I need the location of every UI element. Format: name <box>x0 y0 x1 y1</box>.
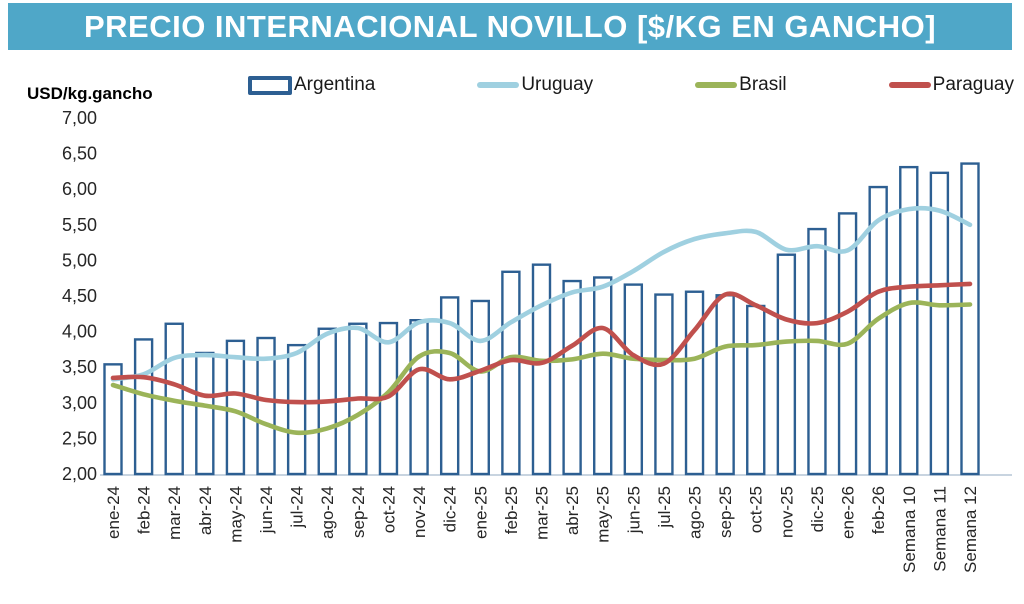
y-tick-label: 5,50 <box>62 215 97 235</box>
x-tick-label: ene-24 <box>104 486 123 539</box>
x-tick-label: abr-25 <box>563 486 582 535</box>
legend-label-argentina: Argentina <box>294 74 376 95</box>
chart-title: PRECIO INTERNACIONAL NOVILLO [$/KG EN GA… <box>83 8 937 44</box>
x-tick-label: ago-24 <box>318 486 337 539</box>
x-tick-label: mar-24 <box>165 486 184 540</box>
bar-abr-24 <box>195 351 215 476</box>
legend-item-brasil: Brasil <box>695 74 787 96</box>
bar-Semana 11 <box>929 171 950 476</box>
x-tick-label: sep-24 <box>349 486 368 538</box>
bar-feb-26 <box>868 185 888 476</box>
x-tick-label: jul-25 <box>655 486 674 529</box>
legend-label-paraguay: Paraguay <box>932 74 1014 95</box>
x-tick-label: nov-25 <box>777 486 796 538</box>
x-tick-label: nov-24 <box>410 486 429 538</box>
x-tick-label: ago-25 <box>686 486 705 539</box>
bar-feb-24 <box>133 338 154 476</box>
y-tick-label: 4,00 <box>62 322 97 342</box>
y-tick-label: 2,00 <box>62 464 97 484</box>
y-axis-unit-label: USD/kg.gancho <box>27 84 153 103</box>
bar-jun-25 <box>623 283 644 476</box>
bar-jul-24 <box>286 343 307 476</box>
bar-Semana 12 <box>960 162 980 476</box>
x-tick-label: ene-26 <box>839 486 858 539</box>
bar-feb-25 <box>501 270 521 476</box>
y-tick-label: 4,50 <box>62 286 97 306</box>
bar-nov-24 <box>409 319 429 476</box>
x-tick-label: feb-26 <box>869 486 888 534</box>
x-tick-label: jun-25 <box>624 486 643 534</box>
y-tick-label: 3,00 <box>62 393 97 413</box>
chart-title-bar: PRECIO INTERNACIONAL NOVILLO [$/KG EN GA… <box>8 3 1012 50</box>
x-tick-label: mar-25 <box>532 486 551 540</box>
bar-may-25 <box>593 276 613 476</box>
x-tick-label: dic-25 <box>808 486 827 532</box>
bar-ene-24 <box>103 363 123 476</box>
legend-label-brasil: Brasil <box>739 74 787 95</box>
y-tick-label: 2,50 <box>62 428 97 448</box>
brasil-line-swatch-icon <box>695 82 738 88</box>
argentina-bar-swatch-icon <box>248 75 292 95</box>
y-tick-label: 7,00 <box>62 108 97 128</box>
x-tick-label: oct-24 <box>379 486 398 533</box>
bar-jun-24 <box>256 336 276 476</box>
uruguay-line-swatch-icon <box>477 82 520 88</box>
bar-sep-25 <box>715 294 735 476</box>
x-tick-label: feb-25 <box>502 486 521 534</box>
bar-may-24 <box>225 339 246 476</box>
x-tick-label: Semana 10 <box>900 486 919 573</box>
x-tick-label: sep-25 <box>716 486 735 538</box>
paraguay-line <box>110 281 973 405</box>
x-tick-label: Semana 11 <box>930 486 949 572</box>
legend-item-uruguay: Uruguay <box>477 74 593 96</box>
paraguay-line-swatch-icon <box>888 82 931 88</box>
x-tick-label: dic-24 <box>441 486 460 532</box>
bar-Semana 10 <box>899 165 919 476</box>
bar-mar-25 <box>531 263 552 476</box>
x-tick-label: abr-24 <box>196 486 215 535</box>
x-tick-label: ene-25 <box>471 486 490 539</box>
bar-jul-25 <box>654 293 674 476</box>
argentina-bars <box>103 162 980 476</box>
x-tick-label: may-24 <box>226 486 245 543</box>
y-tick-label: 6,00 <box>62 179 97 199</box>
y-tick-label: 5,00 <box>62 250 97 270</box>
bar-oct-25 <box>746 304 766 476</box>
y-tick-label: 3,50 <box>62 357 97 377</box>
legend-item-argentina: Argentina <box>248 74 375 96</box>
bar-dic-25 <box>807 227 827 476</box>
bar-abr-25 <box>562 279 582 476</box>
chart-legend: Argentina Uruguay Brasil Paraguay <box>248 72 1014 98</box>
x-tick-label: jun-24 <box>257 486 276 534</box>
y-tick-label: 6,50 <box>62 144 97 164</box>
x-tick-label: Semana 12 <box>961 486 980 573</box>
y-axis-labels: 7,00 6,50 6,00 5,50 5,00 4,50 4,00 3,50 3,00 2,50… <box>62 108 97 484</box>
bar-dic-24 <box>439 296 460 476</box>
x-tick-label: jul-24 <box>288 486 307 529</box>
x-tick-label: oct-25 <box>747 486 766 533</box>
x-axis-labels: ene-24 feb-24 mar-24 abr-24 may-24 jun-24 jul-… <box>104 486 980 573</box>
legend-label-uruguay: Uruguay <box>521 74 594 95</box>
bar-nov-25 <box>776 253 797 476</box>
bar-ene-25 <box>470 299 490 476</box>
uruguay-line <box>110 205 973 382</box>
x-tick-label: may-25 <box>594 486 613 543</box>
x-tick-label: feb-24 <box>135 486 154 534</box>
legend-item-paraguay: Paraguay <box>888 74 1014 96</box>
